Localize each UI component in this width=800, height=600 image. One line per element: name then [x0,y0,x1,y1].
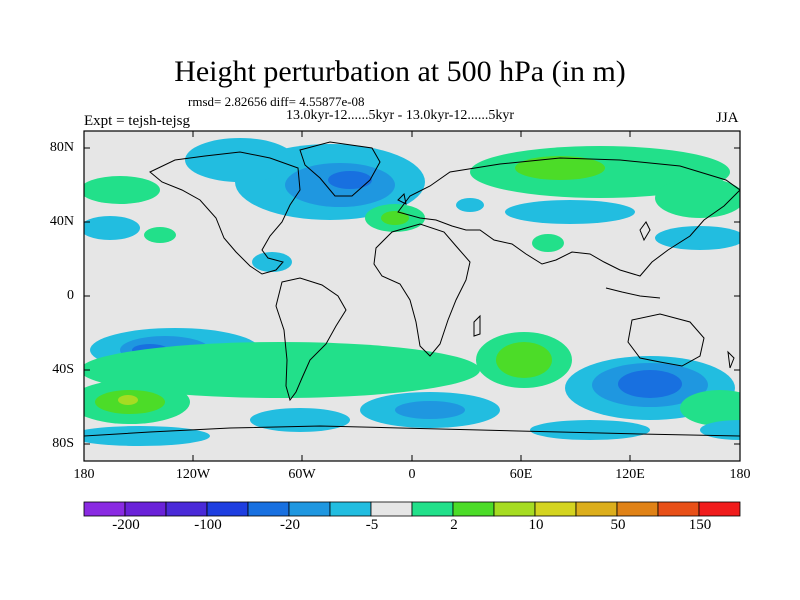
contour-blob [505,200,635,224]
lat-label: 80N [49,140,74,155]
colorbar-swatch [452,501,495,517]
coastline-madagascar [473,314,481,337]
coastline-africa [373,223,471,357]
colorbar-swatch [288,501,331,517]
map-panel [83,130,741,462]
lat-label: 40N [49,214,74,229]
colorbar-label: 10 [528,517,544,533]
lon-label: 60W [288,467,316,482]
contour-blob [328,171,372,189]
colorbar-label: 150 [688,517,712,533]
colorbar-label: -20 [280,517,300,533]
chart-title: Height perturbation at 500 hPa (in m) [174,55,626,88]
colorbar-swatch [247,501,290,517]
coastline-indonesia [605,287,661,299]
coastline-australia [627,313,705,367]
colorbar [83,501,741,517]
coastline-greenland [299,141,381,197]
coastline-eurasia [397,157,740,277]
lon-label: 60E [509,467,533,482]
colorbar-swatch [493,501,536,517]
contour-blob [530,420,650,440]
axis-ticks [84,131,740,461]
contour-blob [680,390,740,426]
lon-label: 120E [615,467,645,482]
contour-fields [84,138,740,446]
contour-blob [381,211,409,225]
colorbar-label: -200 [112,517,140,533]
colorbar-swatch [124,501,167,517]
contour-blob [618,370,682,398]
colorbar-swatch [411,501,454,517]
contour-blob [655,178,740,218]
lon-label: 120W [175,467,211,482]
colorbar-label: -5 [365,517,379,533]
colorbar-swatch [698,501,741,517]
lat-label: 0 [67,288,74,303]
colorbar-label: 50 [610,517,626,533]
stats-line: rmsd= 2.82656 diff= 4.55877e-08 [188,94,365,109]
contour-blob [250,408,350,432]
colorbar-swatch [616,501,659,517]
lon-label: 0 [408,467,416,482]
contour-blob [144,227,176,243]
contour-blob [395,401,465,419]
contour-blob [185,138,295,182]
lat-label: 80S [52,436,74,451]
coastline-uk [397,192,407,205]
experiments-line: 13.0kyr-12......5kyr - 13.0kyr-12......5… [285,108,515,123]
contour-blob [655,226,740,250]
colorbar-swatch [534,501,577,517]
contour-blob [84,216,140,240]
colorbar-swatch [370,501,413,517]
contour-blob [252,252,292,272]
coastline-japan [639,221,651,242]
colorbar-swatch [206,501,249,517]
contour-blob [456,198,484,212]
contour-blob [84,342,480,398]
colorbar-label: -100 [194,517,222,533]
season-label: JJA [716,110,739,126]
contour-blob [532,234,564,252]
coastlines [84,141,740,437]
coastline-antarctica [84,425,740,437]
colorbar-swatch [657,501,700,517]
contour-blob [515,156,605,180]
coastline-newzealand [727,350,735,369]
contour-blob [118,395,138,405]
lon-label: 180 [729,467,751,482]
colorbar-swatch [575,501,618,517]
experiment-label: Expt = tejsh-tejsg [84,113,190,129]
lat-label: 40S [52,362,74,377]
colorbar-swatch [165,501,208,517]
contour-blob [84,176,160,204]
contour-blob [496,342,552,378]
colorbar-swatch [83,501,126,517]
colorbar-swatch [329,501,372,517]
coastline-north-america [149,151,301,275]
lon-label: 180 [73,467,95,482]
colorbar-label: 2 [450,517,458,533]
coastline-south-america [275,277,347,402]
